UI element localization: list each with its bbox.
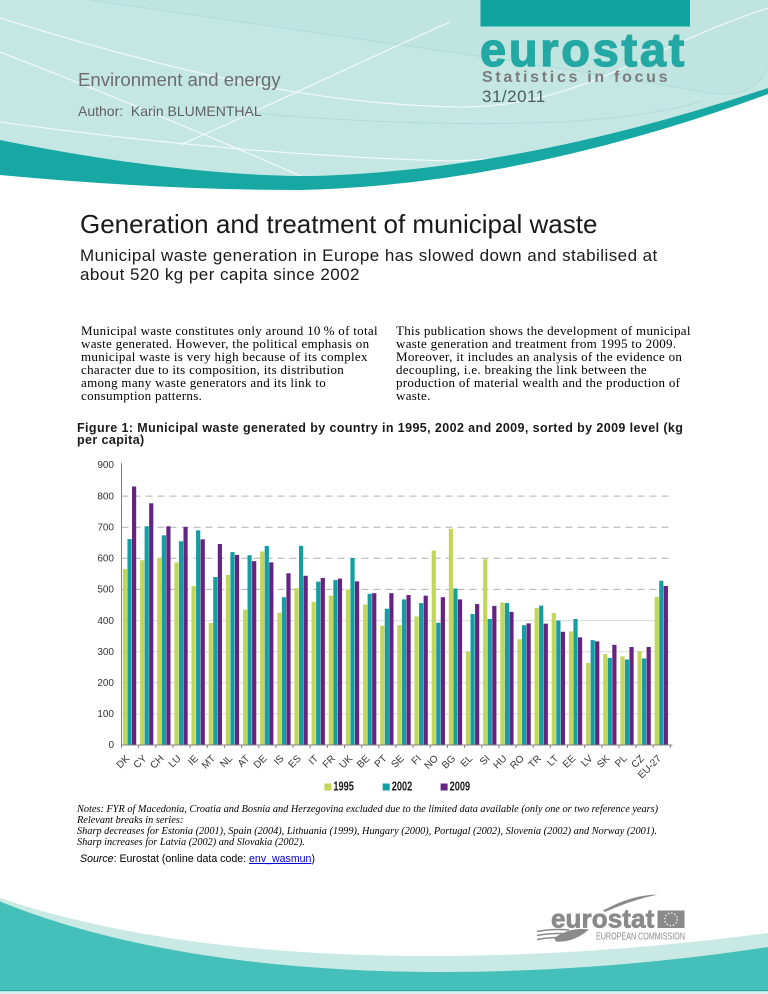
- svg-text:BE: BE: [355, 753, 372, 770]
- svg-text:EE: EE: [561, 753, 578, 770]
- svg-text:500: 500: [97, 585, 114, 596]
- svg-text:CH: CH: [149, 753, 167, 771]
- svg-text:NO: NO: [423, 753, 442, 772]
- svg-text:AT: AT: [236, 753, 252, 769]
- svg-text:200: 200: [97, 678, 114, 689]
- svg-text:EL: EL: [459, 753, 476, 770]
- svg-text:BG: BG: [440, 753, 458, 771]
- svg-text:FI: FI: [410, 753, 424, 767]
- svg-text:LU: LU: [167, 753, 184, 770]
- svg-text:EUROPEAN COMMISSION: EUROPEAN COMMISSION: [596, 932, 685, 943]
- svg-text:TR: TR: [527, 753, 544, 770]
- svg-text:HU: HU: [492, 753, 510, 771]
- svg-text:RO: RO: [508, 753, 527, 772]
- svg-text:UK: UK: [338, 753, 356, 771]
- svg-text:PL: PL: [613, 753, 630, 770]
- svg-text:IT: IT: [307, 753, 321, 767]
- svg-text:800: 800: [97, 491, 114, 502]
- svg-text:IS: IS: [272, 753, 287, 768]
- svg-text:LT: LT: [546, 753, 562, 769]
- svg-text:100: 100: [97, 709, 114, 720]
- svg-text:900: 900: [97, 460, 114, 471]
- svg-text:SI: SI: [478, 753, 492, 767]
- svg-text:eurostat: eurostat: [551, 904, 655, 934]
- svg-text:DE: DE: [252, 753, 270, 771]
- svg-text:FR: FR: [321, 753, 338, 770]
- svg-text:NL: NL: [218, 753, 235, 770]
- svg-text:SE: SE: [389, 753, 406, 770]
- svg-text:0: 0: [108, 740, 114, 751]
- svg-text:MT: MT: [200, 753, 218, 771]
- svg-text:1995: 1995: [333, 780, 354, 794]
- svg-text:600: 600: [97, 554, 114, 565]
- svg-text:SK: SK: [595, 753, 612, 770]
- svg-text:IE: IE: [186, 753, 201, 768]
- svg-text:700: 700: [97, 522, 114, 533]
- svg-text:2002: 2002: [392, 780, 413, 794]
- svg-text:ES: ES: [287, 753, 304, 770]
- svg-text:CY: CY: [132, 753, 150, 771]
- svg-text:LV: LV: [579, 753, 595, 769]
- svg-text:DK: DK: [115, 753, 133, 771]
- svg-text:PT: PT: [373, 753, 390, 770]
- svg-text:400: 400: [97, 616, 114, 627]
- svg-text:2009: 2009: [450, 780, 471, 794]
- svg-text:300: 300: [97, 647, 114, 658]
